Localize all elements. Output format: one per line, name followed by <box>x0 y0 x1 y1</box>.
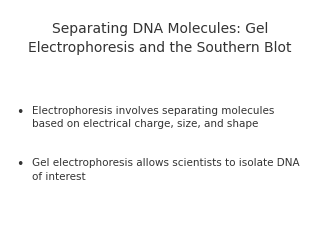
Text: •: • <box>16 158 23 171</box>
Text: Electrophoresis involves separating molecules
based on electrical charge, size, : Electrophoresis involves separating mole… <box>32 106 274 129</box>
Text: •: • <box>16 106 23 119</box>
Text: Gel electrophoresis allows scientists to isolate DNA
of interest: Gel electrophoresis allows scientists to… <box>32 158 300 182</box>
Text: Separating DNA Molecules: Gel
Electrophoresis and the Southern Blot: Separating DNA Molecules: Gel Electropho… <box>28 22 292 55</box>
